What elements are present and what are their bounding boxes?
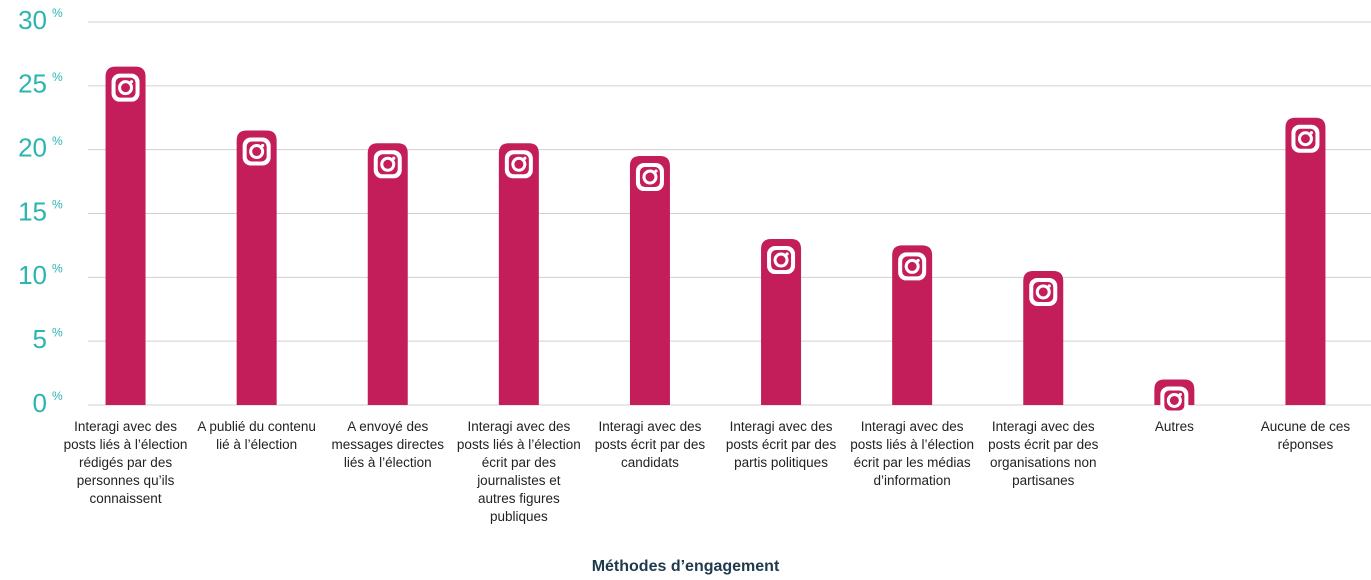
- x-tick-label: Interagi avec des posts écrit par des pa…: [725, 419, 837, 470]
- x-axis-title: Méthodes d’engagement: [591, 558, 780, 575]
- icon-dot: [261, 143, 265, 148]
- y-tick-unit: %: [52, 262, 63, 276]
- bar: [892, 245, 933, 405]
- bar: [367, 143, 408, 406]
- bar: [761, 239, 802, 405]
- y-tick-label: 5: [33, 324, 47, 354]
- icon-dot: [1178, 392, 1182, 397]
- icon-lens: [642, 169, 658, 185]
- y-tick-unit: %: [52, 134, 63, 148]
- icon-dot: [523, 156, 527, 160]
- icon-dot: [785, 252, 789, 256]
- icon-lens: [118, 80, 134, 96]
- icon-lens: [1297, 131, 1313, 147]
- x-tick-label: Interagi avec des posts écrit par des ca…: [594, 419, 706, 470]
- y-tick-label: 0: [33, 388, 47, 418]
- bar: [105, 66, 146, 405]
- y-tick-label: 30: [18, 5, 47, 35]
- icon-lens: [511, 156, 527, 172]
- icon-dot: [129, 80, 134, 84]
- x-tick-label: Autres: [1154, 419, 1194, 434]
- icon-dot: [654, 169, 658, 173]
- y-tick-label: 25: [18, 69, 47, 99]
- icon-dot: [392, 156, 396, 160]
- icon-dot: [916, 258, 920, 263]
- icon-lens: [1166, 392, 1182, 408]
- bar: [1285, 117, 1326, 405]
- icon-lens: [249, 144, 265, 160]
- icon-lens: [1035, 284, 1051, 300]
- y-tick-unit: %: [52, 70, 63, 84]
- y-tick-unit: %: [52, 389, 63, 403]
- bar: [498, 143, 539, 406]
- icon-lens: [380, 156, 396, 172]
- y-tick-unit: %: [52, 6, 63, 20]
- x-tick-label: A envoyé des messages directes liés à l’…: [331, 419, 445, 470]
- bar: [629, 156, 670, 405]
- bar: [236, 130, 277, 405]
- y-tick-unit: %: [52, 198, 63, 212]
- icon-lens: [904, 258, 920, 274]
- x-tick-label: Interagi avec des posts écrit par des or…: [988, 419, 1099, 488]
- x-tick-label: Aucune de ces réponses: [1260, 419, 1351, 452]
- x-tick-label: Interagi avec des posts liés à l’électio…: [63, 419, 188, 506]
- icon-dot: [1309, 131, 1314, 135]
- y-tick-unit: %: [52, 325, 63, 339]
- x-tick-label: Interagi avec des posts liés à l’électio…: [850, 419, 975, 488]
- icon-dot: [1047, 284, 1051, 288]
- y-tick-label: 15: [18, 196, 47, 226]
- y-tick-label: 10: [18, 260, 47, 290]
- y-tick-label: 20: [18, 133, 47, 163]
- x-tick-label: Interagi avec des posts liés à l’électio…: [456, 419, 581, 524]
- x-tick-label: A publié du contenu lié à l’élection: [197, 419, 316, 452]
- icon-lens: [773, 252, 789, 268]
